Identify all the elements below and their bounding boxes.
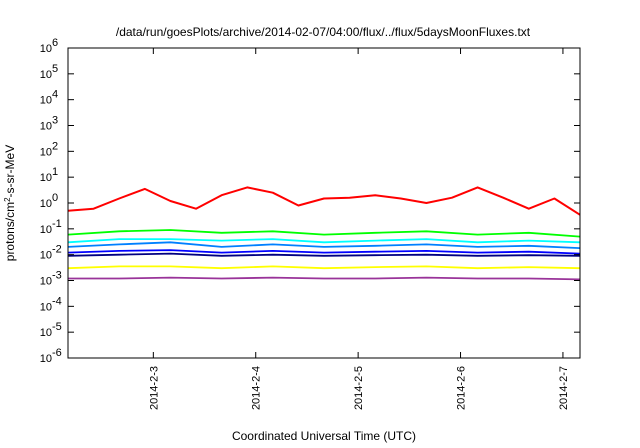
- y-axis: 10 -610 -510 -410 -310 -210 -110 010 110 210 310 41…: [40, 37, 580, 365]
- y-tick-exponent: -4: [52, 295, 62, 307]
- y-tick-label: 10: [40, 43, 52, 55]
- x-tick-label: 2014-2-3: [148, 366, 160, 410]
- y-tick-label: 10: [40, 95, 52, 107]
- y-tick-label: 10: [40, 69, 52, 81]
- y-tick-label: 10: [40, 198, 52, 210]
- y-axis-label-exponent: 2: [3, 197, 12, 202]
- x-axis: 2014-2-3 2014-2-4 2014-2-5 2014-2-6 2014-2-7: [148, 48, 570, 410]
- y-tick-exponent: 3: [52, 115, 58, 127]
- y-tick-exponent: -6: [52, 347, 62, 359]
- x-tick-label: 2014-2-4: [251, 366, 263, 410]
- y-tick-label: 10: [40, 250, 52, 262]
- y-tick-exponent: -2: [52, 244, 62, 256]
- series-line-8: [68, 276, 581, 281]
- y-tick-exponent: -3: [52, 270, 62, 282]
- series-line-7: [67, 265, 581, 270]
- y-tick-label: 10: [40, 121, 52, 133]
- y-tick-exponent: 4: [52, 89, 58, 101]
- y-tick-exponent: 1: [52, 166, 58, 178]
- y-tick-label: 10: [40, 301, 52, 313]
- y-tick-exponent: 0: [52, 192, 58, 204]
- y-tick-exponent: 2: [52, 140, 58, 152]
- y-tick-exponent: 6: [52, 37, 58, 49]
- y-tick-exponent: 5: [52, 63, 58, 75]
- plot-frame: [67, 47, 581, 359]
- y-tick-label: 10: [40, 146, 52, 158]
- y-tick-label: 10: [40, 172, 52, 184]
- x-tick-label: 2014-2-6: [456, 366, 468, 410]
- series-layer: [67, 186, 581, 281]
- y-axis-label-unit: protons/cm: [3, 202, 17, 261]
- series-line-1: [67, 186, 581, 216]
- series-line-2: [67, 229, 581, 238]
- y-tick-label: 10: [40, 276, 52, 288]
- series-line-3: [67, 238, 581, 244]
- y-tick-label: 10: [40, 353, 52, 365]
- x-tick-label: 2014-2-5: [353, 366, 365, 410]
- series-line-6: [67, 252, 581, 257]
- y-axis-label-rest: -s-sr-MeV: [3, 145, 17, 198]
- y-tick-exponent: -1: [52, 218, 62, 230]
- y-axis-label: protons/cm2-s-sr-MeV: [3, 145, 17, 261]
- y-tick-label: 10: [40, 327, 52, 339]
- chart-title: /data/run/goesPlots/archive/2014-02-07/0…: [116, 25, 531, 39]
- series-line-4: [67, 241, 581, 249]
- x-axis-label: Coordinated Universal Time (UTC): [232, 429, 416, 443]
- x-tick-label: 2014-2-7: [558, 366, 570, 410]
- y-tick-label: 10: [40, 224, 52, 236]
- y-tick-exponent: -5: [52, 321, 62, 333]
- series-line-5: [67, 249, 581, 255]
